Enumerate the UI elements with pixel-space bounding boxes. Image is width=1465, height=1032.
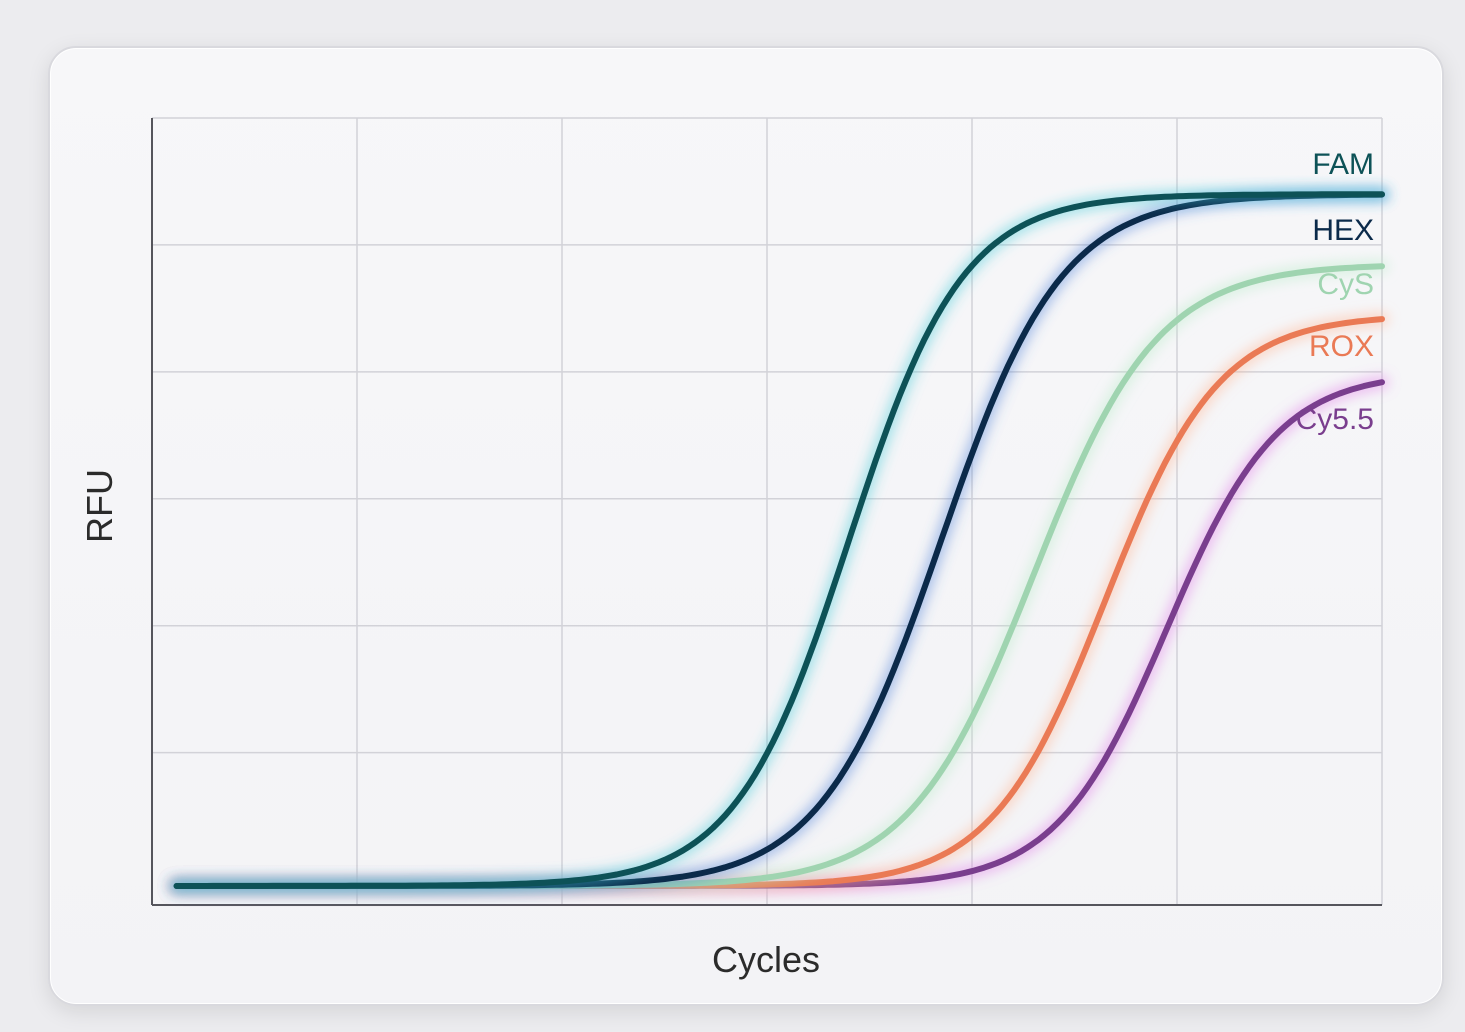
- y-axis-title: RFU: [79, 469, 120, 543]
- series-lines: [169, 187, 1389, 893]
- x-axis-title: Cycles: [712, 939, 820, 980]
- series-label-rox: ROX: [1309, 330, 1374, 363]
- series-label-cy5-5: Cy5.5: [1296, 403, 1374, 436]
- series-label-hex: HEX: [1312, 214, 1374, 247]
- series-labels: FAM HEX CyS ROX Cy5.5: [1296, 148, 1374, 436]
- series-line-fam: [173, 191, 1385, 889]
- axes: [151, 118, 1382, 906]
- series-label-fam: FAM: [1312, 148, 1374, 181]
- series-label-cys: CyS: [1317, 268, 1374, 301]
- grid-lines: [152, 117, 1383, 905]
